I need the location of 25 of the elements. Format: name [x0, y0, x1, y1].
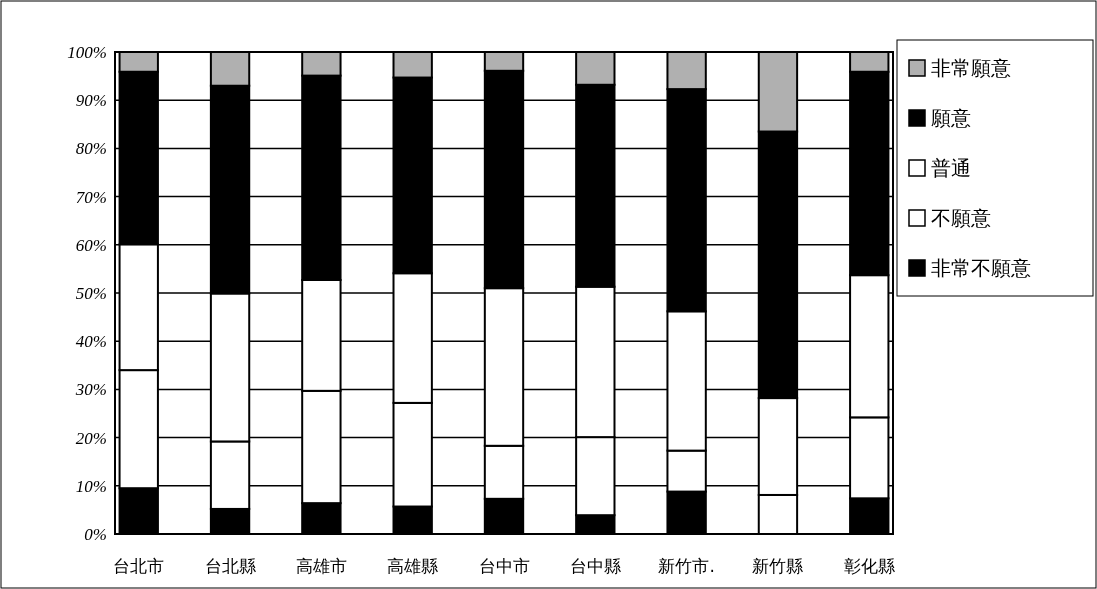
y-tick-label: 60% — [75, 235, 107, 255]
x-tick-label: 新竹縣 — [752, 556, 804, 576]
y-tick-label: 70% — [75, 187, 107, 207]
x-tick-label: 台北縣 — [204, 556, 256, 576]
x-tick-label: 台中縣 — [569, 556, 621, 576]
y-tick-label: 100% — [67, 42, 107, 62]
y-tick-label: 0% — [84, 524, 107, 544]
x-tick-label: 台北市 — [113, 556, 165, 576]
y-tick-label: 90% — [75, 91, 107, 111]
x-tick-label: 高雄縣 — [387, 556, 439, 576]
y-tick-label: 30% — [74, 380, 107, 400]
legend-label: 普通 — [931, 156, 971, 180]
x-tick-label: 高雄市 — [295, 556, 347, 576]
y-tick-label: 50% — [75, 283, 107, 303]
legend-label: 非常願意 — [931, 56, 1011, 80]
legend-label: 願意 — [931, 106, 971, 130]
y-tick-label: 40% — [75, 332, 107, 352]
y-tick-label: 10% — [75, 476, 107, 496]
legend-label: 不願意 — [931, 206, 991, 230]
y-tick-label: 80% — [75, 139, 107, 159]
x-tick-label: 台中市 — [478, 556, 530, 576]
x-tick-label: 新竹市. — [658, 556, 715, 576]
y-tick-label: 20% — [75, 428, 107, 448]
legend-label: 非常不願意 — [931, 256, 1031, 280]
x-tick-label: 彰化縣 — [843, 556, 895, 576]
